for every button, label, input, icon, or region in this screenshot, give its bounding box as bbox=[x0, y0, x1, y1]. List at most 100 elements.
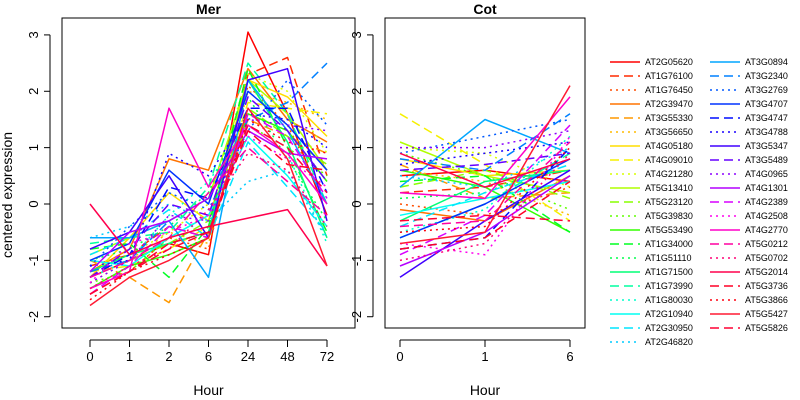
legend-label-at1g76100: AT1G76100 bbox=[645, 71, 693, 81]
y-tick-label-mer: 3 bbox=[26, 31, 41, 38]
y-tick-label-cot: 3 bbox=[349, 31, 364, 38]
legend-label-at4g09010: AT4G09010 bbox=[645, 155, 693, 165]
y-tick-label-cot: 2 bbox=[349, 88, 364, 95]
series-line-cot-at3g5489 bbox=[399, 152, 571, 171]
legend-label-at1g73990: AT1G73990 bbox=[645, 281, 693, 291]
legend-label-at3g4788: AT3G4788 bbox=[745, 127, 788, 137]
legend-label-at4g2770: AT4G2770 bbox=[745, 225, 788, 235]
x-tick-label-cot: 1 bbox=[481, 349, 488, 364]
legend-label-at1g80030: AT1G80030 bbox=[645, 295, 693, 305]
panel-title-mer: Mer bbox=[196, 1, 221, 17]
series-line-mer-at5g2014 bbox=[89, 203, 328, 267]
x-tick-label-mer: 72 bbox=[320, 349, 334, 364]
legend-label-at5g5826: AT5G5826 bbox=[745, 323, 788, 333]
series-line-mer-at5g5826 bbox=[89, 124, 328, 295]
legend-label-at4g0965: AT4G0965 bbox=[745, 169, 788, 179]
series-line-cot-at3g2340 bbox=[399, 113, 571, 171]
y-axis-title: centered expression bbox=[0, 132, 15, 258]
legend-label-at5g53490: AT5G53490 bbox=[645, 225, 693, 235]
legend-label-at3g5489: AT3G5489 bbox=[745, 155, 788, 165]
legend-label-at2g05620: AT2G05620 bbox=[645, 57, 693, 67]
series-line-mer-at5g0212 bbox=[89, 146, 328, 278]
legend-label-at3g2769: AT3G2769 bbox=[745, 85, 788, 95]
series-line-mer-at4g0965 bbox=[89, 118, 328, 284]
y-tick-label-cot: -1 bbox=[349, 255, 364, 267]
series-line-mer-at5g0702 bbox=[89, 152, 328, 290]
series-line-mer-at3g4788 bbox=[89, 113, 328, 267]
legend-label-at5g3866: AT5G3866 bbox=[745, 295, 788, 305]
legend-label-at4g2389: AT4G2389 bbox=[745, 197, 788, 207]
plot-frame-mer bbox=[61, 17, 356, 329]
y-tick-label-mer: 2 bbox=[26, 88, 41, 95]
legend-label-at1g51110: AT1G51110 bbox=[645, 253, 692, 263]
series-line-mer-at4g21280 bbox=[89, 73, 328, 267]
legend-label-at5g39830: AT5G39830 bbox=[645, 211, 693, 221]
y-tick-label-mer: -1 bbox=[26, 255, 41, 267]
legend-label-at3g4747: AT3G4747 bbox=[745, 113, 788, 123]
x-tick-label-mer: 0 bbox=[86, 349, 93, 364]
panel-cot: Cot 0 1 6 Hour -2 -1 0 1 2 3 bbox=[349, 1, 586, 398]
legend-label-at4g21280: AT4G21280 bbox=[645, 169, 693, 179]
legend-label-at5g23120: AT5G23120 bbox=[645, 197, 693, 207]
legend-label-at5g5427: AT5G5427 bbox=[745, 309, 788, 319]
x-tick-label-cot: 0 bbox=[396, 349, 403, 364]
series-line-cot-at5g3736 bbox=[399, 180, 571, 250]
legend-label-at3g0894: AT3G0894 bbox=[745, 57, 788, 67]
plot-frame-cot bbox=[384, 17, 586, 329]
series-line-cot-at4g0965 bbox=[400, 129, 571, 149]
legend-label-at5g0212: AT5G0212 bbox=[745, 239, 788, 249]
y-tick-label-cot: -2 bbox=[349, 311, 364, 323]
series-line-cot-at5g5826 bbox=[399, 214, 571, 222]
series-line-cot-at3g4788 bbox=[399, 141, 571, 166]
panel-mer: Mer 0 1 2 6 24 48 72 Hour -2 -1 0 1 2 3 bbox=[26, 1, 356, 398]
legend-label-at2g46820: AT2G46820 bbox=[645, 337, 693, 347]
series-line-cot-at4g2770 bbox=[399, 96, 571, 200]
y-tick-label-cot: 0 bbox=[349, 200, 364, 207]
x-tick-label-mer: 24 bbox=[241, 349, 255, 364]
x-tick-label-mer: 48 bbox=[280, 349, 294, 364]
x-axis-title-cot: Hour bbox=[470, 382, 501, 398]
legend-label-at1g76450: AT1G76450 bbox=[645, 85, 693, 95]
legend-label-at2g30950: AT2G30950 bbox=[645, 323, 693, 333]
x-tick-label-cot: 6 bbox=[566, 349, 573, 364]
legend-label-at5g2014: AT5G2014 bbox=[745, 267, 788, 277]
series-line-mer-at5g5427 bbox=[89, 107, 328, 307]
legend-label-at4g2508: AT4G2508 bbox=[745, 211, 788, 221]
legend-label-at3g55330: AT3G55330 bbox=[645, 113, 693, 123]
series-line-mer-at4g2508 bbox=[89, 135, 328, 284]
y-tick-label-mer: -2 bbox=[26, 311, 41, 323]
legend-label-at3g4707: AT3G4707 bbox=[745, 99, 788, 109]
series-line-cot-at5g0702 bbox=[399, 152, 571, 262]
series-line-cot-at5g5427 bbox=[399, 85, 571, 245]
legend-label-at5g0702: AT5G0702 bbox=[745, 253, 788, 263]
series-line-cot-at1g34000 bbox=[399, 175, 571, 233]
y-tick-label-mer: 1 bbox=[26, 144, 41, 151]
legend-label-at3g56650: AT3G56650 bbox=[645, 127, 693, 137]
legend-label-at2g10940: AT2G10940 bbox=[645, 309, 693, 319]
legend-label-at3g5347: AT3G5347 bbox=[745, 141, 788, 151]
legend-label-at5g3736: AT5G3736 bbox=[745, 281, 788, 291]
legend: AT2G05620 AT1G76100 AT1G76450 AT2G39470 AT3G… bbox=[610, 57, 788, 347]
series-line-cot-at2g30950 bbox=[399, 163, 571, 228]
legend-label-at3g2340: AT3G2340 bbox=[745, 71, 788, 81]
legend-label-at1g71500: AT1G71500 bbox=[645, 267, 693, 277]
series-line-mer-at3g5489 bbox=[89, 96, 328, 278]
x-tick-label-mer: 6 bbox=[205, 349, 212, 364]
x-axis-title-mer: Hour bbox=[193, 382, 224, 398]
series-line-cot-at4g2508 bbox=[399, 135, 571, 256]
panel-title-cot: Cot bbox=[473, 1, 497, 17]
series-line-cot-at5g2014 bbox=[399, 152, 571, 188]
legend-label-at4g1301: AT4G1301 bbox=[745, 183, 788, 193]
legend-label-at4g05180: AT4G05180 bbox=[645, 141, 693, 151]
y-tick-label-cot: 1 bbox=[349, 144, 364, 151]
x-tick-label-mer: 2 bbox=[165, 349, 172, 364]
series-line-cot-at3g2769 bbox=[399, 118, 571, 155]
series-line-cot-at1g80030 bbox=[399, 135, 571, 233]
series-line-cot-at4g2389 bbox=[399, 124, 571, 256]
x-tick-label-mer: 1 bbox=[126, 349, 133, 364]
legend-label-at5g13410: AT5G13410 bbox=[645, 183, 693, 193]
series-line-cot-at5g3866 bbox=[399, 147, 571, 233]
y-tick-label-mer: 0 bbox=[26, 200, 41, 207]
